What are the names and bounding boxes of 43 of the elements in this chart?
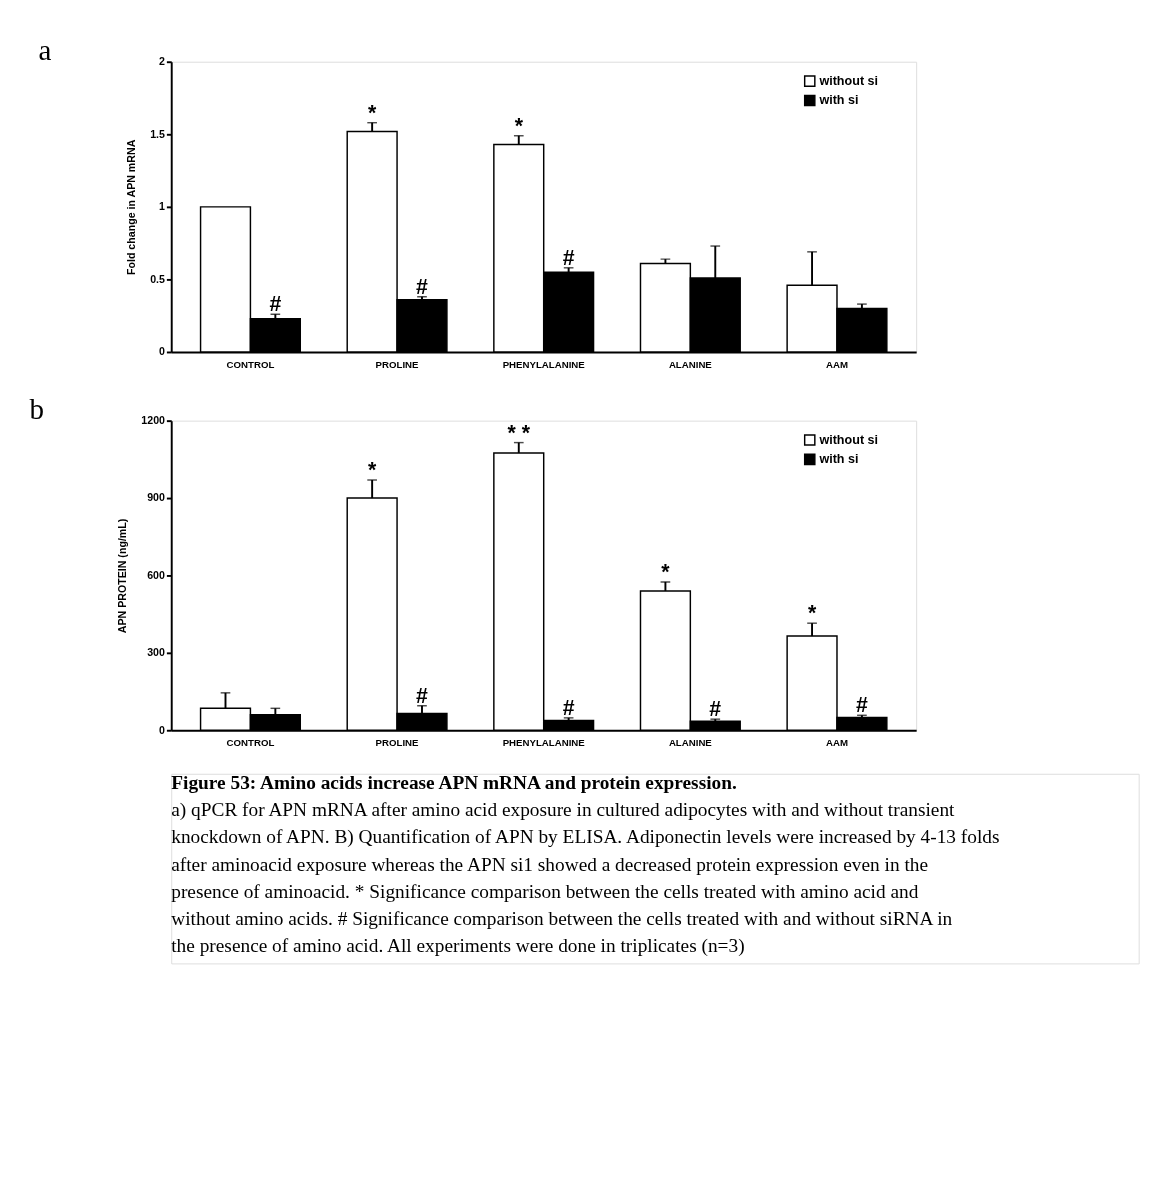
- y-tick-label: 0.5: [150, 272, 166, 285]
- legend-label: with si: [818, 93, 859, 108]
- annotation: #: [562, 245, 575, 270]
- x-tick-label: ALANINE: [668, 737, 713, 749]
- x-tick-label: CONTROL: [226, 358, 275, 370]
- annotation: *: [367, 100, 377, 125]
- annotation: #: [269, 292, 282, 317]
- x-tick-label: CONTROL: [226, 737, 275, 749]
- x-tick-label: AAM: [825, 358, 848, 370]
- x-tick-label: PROLINE: [375, 737, 420, 749]
- annotation: *: [514, 113, 524, 138]
- annotation: *: [661, 560, 671, 585]
- y-tick-label: 600: [147, 568, 166, 581]
- y-tick-label: 0: [159, 723, 166, 736]
- x-tick-label: PHENYLALANINE: [502, 737, 586, 749]
- text: a) qPCR for APN mRNA after amino acid exposure in cultured adipocytes with and without transient knockdown of APN. B) Quantification of APN by ELISA. Adiponectin levels were increased by 4-13 folds after aminoacid exposure whereas the APN si1 showed a decreased protein expression even in the presence of aminoacid. * Significance comparison between the cells treated with amino acid and without amino acids. # Significance comparison between the cells treated with and without siRNA in the presence of amino acid. All experiments were done in triplicates (n=3): [171, 799, 1000, 957]
- caption: Figure 53: Amino acids increase APN mRNA and protein expression.: [171, 772, 737, 794]
- y-axis-title: APN PROTEIN (ng/mL): [115, 518, 128, 634]
- annotation: *: [367, 458, 377, 483]
- y-tick-label: 900: [147, 491, 166, 504]
- x-tick-label: PHENYLALANINE: [502, 358, 586, 370]
- y-tick-label: 1200: [141, 414, 166, 427]
- y-tick-label: 2: [159, 55, 166, 68]
- x-tick-label: ALANINE: [668, 358, 713, 370]
- y-axis-title: Fold change in APN mRNA: [124, 139, 137, 276]
- y-tick-label: 1: [159, 200, 166, 213]
- annotation: #: [856, 693, 868, 718]
- x-tick-label: AAM: [825, 737, 848, 749]
- chart-title: a: [38, 33, 52, 66]
- legend-label: without si: [818, 432, 879, 447]
- legend-label: without si: [818, 73, 879, 88]
- annotation: #: [562, 695, 575, 720]
- x-tick-label: PROLINE: [375, 358, 420, 370]
- y-tick-label: 1.5: [150, 127, 166, 140]
- annotation: #: [416, 274, 429, 299]
- annotation: *: [807, 601, 817, 626]
- annotation: #: [416, 683, 429, 708]
- y-tick-label: 0: [159, 345, 166, 358]
- chart-title: b: [29, 392, 45, 425]
- annotation: * *: [507, 420, 531, 445]
- y-tick-label: 300: [147, 646, 166, 659]
- annotation: #: [709, 697, 722, 722]
- legend-label: with si: [818, 452, 859, 467]
